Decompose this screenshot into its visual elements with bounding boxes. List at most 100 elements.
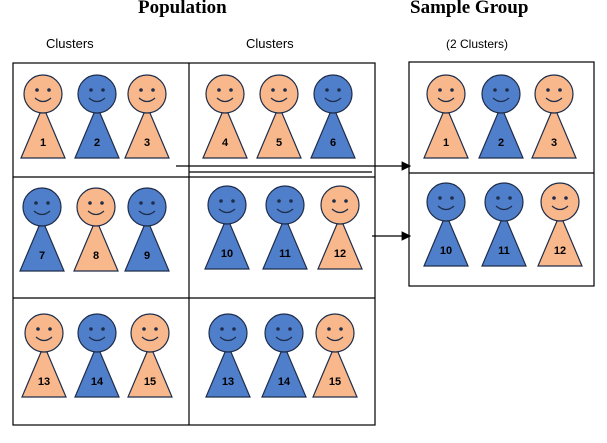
- smile: [270, 97, 288, 103]
- person-body: [317, 215, 363, 270]
- person-body: [531, 104, 577, 159]
- smile: [138, 97, 156, 103]
- person-pop-2-2: 5: [256, 74, 302, 159]
- person-sample-1-3: 3: [531, 74, 577, 159]
- left-eye: [332, 199, 336, 203]
- person-number: 7: [39, 250, 45, 262]
- left-eye: [276, 327, 280, 331]
- left-eye: [88, 201, 92, 205]
- left-eye: [496, 196, 500, 200]
- right-eye: [564, 196, 568, 200]
- right-eye: [288, 327, 292, 331]
- person-number: 4: [222, 137, 229, 149]
- right-eye: [505, 88, 509, 92]
- person-head: [426, 182, 466, 222]
- left-eye: [277, 199, 281, 203]
- left-eye: [220, 327, 224, 331]
- person-head: [23, 74, 63, 114]
- person-sample-2-3: 12: [537, 182, 583, 267]
- clusters-label-right: Clusters: [246, 36, 294, 51]
- person-body: [312, 343, 358, 398]
- right-eye: [101, 327, 105, 331]
- population-frame: [12, 62, 376, 426]
- left-eye: [438, 196, 442, 200]
- person-body: [478, 104, 524, 159]
- left-eye: [327, 327, 331, 331]
- person-number: 1: [40, 137, 46, 149]
- person-head: [24, 313, 64, 353]
- right-eye: [101, 88, 105, 92]
- right-eye: [344, 199, 348, 203]
- person-head: [264, 313, 304, 353]
- person-head: [127, 74, 167, 114]
- person-head: [127, 187, 167, 227]
- right-eye: [154, 327, 158, 331]
- person-pop-2-1: 4: [202, 74, 248, 159]
- person-head: [22, 187, 62, 227]
- person-head: [315, 313, 355, 353]
- person-number: 13: [222, 376, 234, 388]
- smile: [324, 97, 342, 103]
- right-eye: [231, 199, 235, 203]
- person-head: [313, 74, 353, 114]
- smile: [87, 210, 105, 216]
- smile: [219, 336, 237, 342]
- right-eye: [289, 199, 293, 203]
- right-eye: [337, 88, 341, 92]
- right-eye: [339, 327, 343, 331]
- person-number: 15: [329, 376, 341, 388]
- person-body: [310, 104, 356, 159]
- left-eye: [552, 196, 556, 200]
- person-number: 11: [498, 245, 510, 257]
- right-eye: [450, 196, 454, 200]
- person-body: [423, 104, 469, 159]
- person-head: [534, 74, 574, 114]
- smile: [276, 208, 294, 214]
- person-number: 3: [551, 137, 557, 149]
- left-eye: [493, 88, 497, 92]
- right-eye: [46, 201, 50, 205]
- person-number: 13: [38, 376, 50, 388]
- right-eye: [558, 88, 562, 92]
- person-body: [262, 215, 308, 270]
- right-eye: [47, 88, 51, 92]
- person-number: 9: [144, 250, 150, 262]
- person-body: [124, 104, 170, 159]
- person-body: [261, 343, 307, 398]
- person-number: 5: [276, 137, 282, 149]
- person-pop-3-1: 7: [19, 187, 65, 272]
- person-number: 12: [554, 245, 566, 257]
- person-body: [205, 343, 251, 398]
- smile: [216, 97, 234, 103]
- person-sample-2-2: 11: [481, 182, 527, 267]
- left-eye: [219, 199, 223, 203]
- clusters-label-left: Clusters: [46, 36, 94, 51]
- person-pop-5-3: 15: [127, 313, 173, 398]
- person-pop-6-2: 14: [261, 313, 307, 398]
- smile: [495, 205, 513, 211]
- person-number: 10: [221, 248, 233, 260]
- left-eye: [271, 88, 275, 92]
- right-eye: [151, 201, 155, 205]
- left-eye: [139, 201, 143, 205]
- left-eye: [546, 88, 550, 92]
- person-pop-1-2: 2: [74, 74, 120, 159]
- person-head: [76, 187, 116, 227]
- left-eye: [89, 327, 93, 331]
- person-body: [21, 343, 67, 398]
- person-pop-4-2: 11: [262, 185, 308, 270]
- smile: [34, 97, 52, 103]
- person-pop-1-1: 1: [20, 74, 66, 159]
- person-sample-1-1: 1: [423, 74, 469, 159]
- smile: [331, 208, 349, 214]
- left-eye: [36, 327, 40, 331]
- person-pop-5-1: 13: [21, 313, 67, 398]
- person-pop-5-2: 14: [74, 313, 120, 398]
- smile: [275, 336, 293, 342]
- smile: [492, 97, 510, 103]
- person-head: [207, 185, 247, 225]
- left-eye: [35, 88, 39, 92]
- person-number: 14: [91, 376, 104, 388]
- smile: [138, 210, 156, 216]
